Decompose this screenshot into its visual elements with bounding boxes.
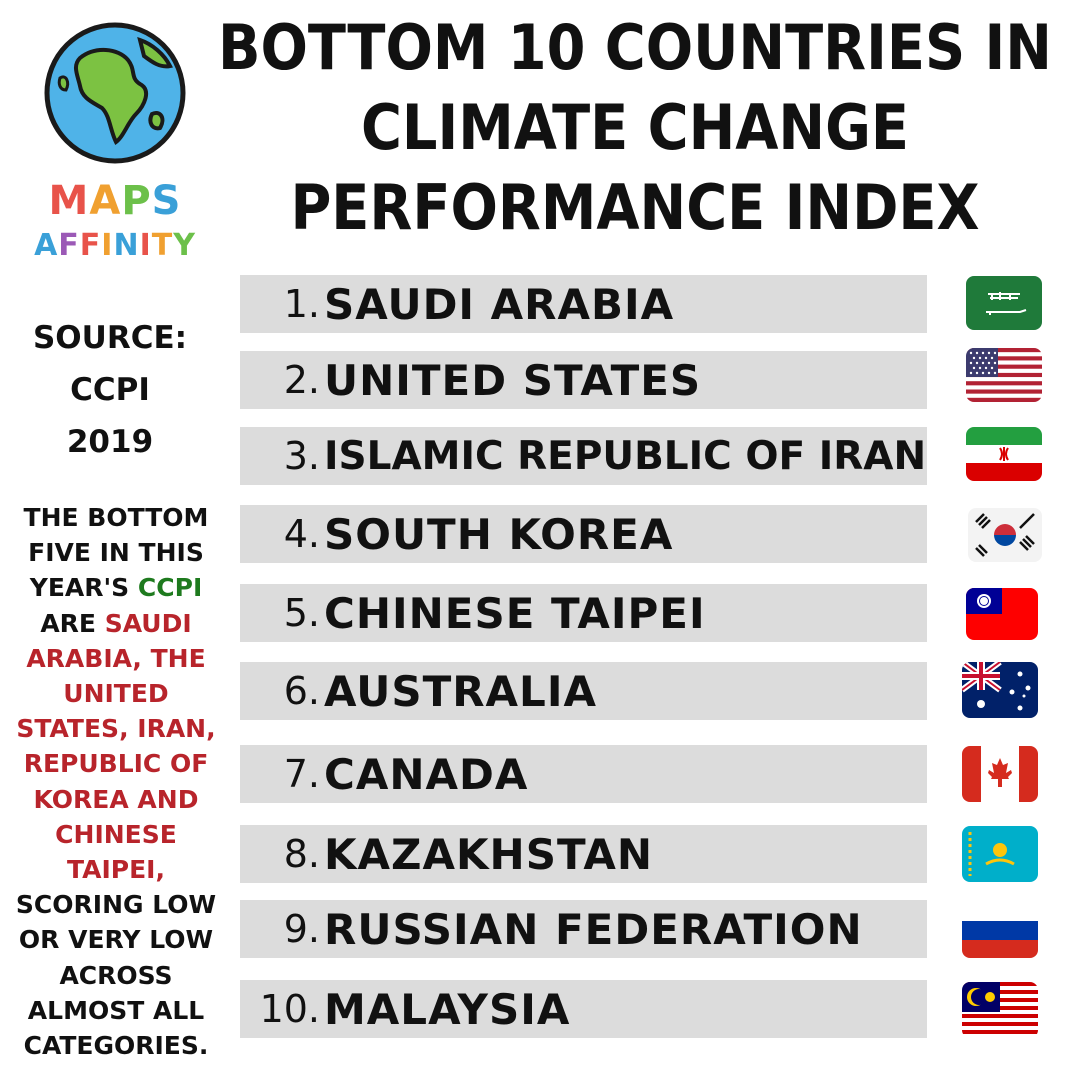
ranking-row: 1. SAUDI ARABIA: [240, 275, 927, 333]
rank-number: 2.: [283, 358, 320, 402]
ranking-row: 5. CHINESE TAIPEI: [240, 584, 927, 642]
country-name: CHINESE TAIPEI: [324, 588, 706, 638]
ranking-row: 10. MALAYSIA: [240, 980, 927, 1038]
country-name: KAZAKHSTAN: [324, 829, 653, 879]
country-name: AUSTRALIA: [324, 666, 597, 716]
globe-icon: [44, 22, 186, 164]
note-text-1: THE BOTTOM FIVE IN THIS YEAR'S: [23, 503, 209, 603]
russia-flag-icon: [962, 902, 1038, 958]
source-label: SOURCE:: [32, 320, 188, 356]
usa-flag-icon: [966, 348, 1042, 402]
rank-number: 3.: [283, 434, 320, 478]
rank-number: 1.: [283, 282, 320, 326]
ranking-row: 8. KAZAKHSTAN: [240, 825, 927, 883]
brand-logo: MAPS AFFINITY: [30, 18, 200, 263]
south-korea-flag-icon: [968, 508, 1042, 562]
title-line-3: PERFORMANCE INDEX: [290, 171, 980, 244]
country-name: SOUTH KOREA: [324, 509, 674, 559]
ranking-row: 3. ISLAMIC REPUBLIC OF IRAN: [240, 427, 927, 485]
country-name: ISLAMIC REPUBLIC OF IRAN: [324, 433, 927, 479]
source-block: SOURCE: CCPI 2019: [20, 312, 200, 468]
ranking-row: 4. SOUTH KOREA: [240, 505, 927, 563]
note-text-2: ARE: [40, 608, 96, 638]
rank-number: 8.: [283, 832, 320, 876]
page-title: BOTTOM 10 COUNTRIES IN CLIMATE CHANGE PE…: [205, 8, 1065, 248]
kazakhstan-flag-icon: [962, 826, 1038, 882]
note-text-3: SCORING LOW OR VERY LOW ACROSS ALMOST AL…: [15, 890, 217, 1061]
note-countries: SAUDI ARABIA, THE UNITED STATES, IRAN, R…: [16, 608, 216, 885]
ranking-row: 7. CANADA: [240, 745, 927, 803]
brand-name-line1: MAPS: [48, 178, 182, 224]
rank-number: 7.: [283, 752, 320, 796]
source-name: CCPI: [70, 372, 150, 408]
saudi-arabia-flag-icon: [966, 276, 1042, 330]
title-line-2: CLIMATE CHANGE: [360, 91, 909, 164]
brand-name-line2: AFFINITY: [34, 228, 196, 263]
rank-number: 6.: [283, 669, 320, 713]
canada-flag-icon: [962, 746, 1038, 802]
ranking-row: 2. UNITED STATES: [240, 351, 927, 409]
title-line-1: BOTTOM 10 COUNTRIES IN: [218, 11, 1052, 84]
ranking-row: 9. RUSSIAN FEDERATION: [240, 900, 927, 958]
malaysia-flag-icon: [962, 982, 1038, 1038]
note-ccpi: CCPI: [137, 573, 203, 603]
country-name: SAUDI ARABIA: [324, 279, 675, 329]
country-name: CANADA: [324, 749, 529, 799]
iran-flag-icon: [966, 427, 1042, 481]
rank-number: 9.: [283, 907, 320, 951]
country-name: MALAYSIA: [324, 984, 571, 1034]
ranking-row: 6. AUSTRALIA: [240, 662, 927, 720]
taiwan-flag-icon: [966, 588, 1038, 640]
australia-flag-icon: [962, 662, 1038, 718]
summary-note: THE BOTTOM FIVE IN THIS YEAR'S CCPI ARE …: [5, 500, 227, 1063]
country-name: RUSSIAN FEDERATION: [324, 904, 863, 954]
rank-number: 4.: [283, 512, 320, 556]
rank-number: 5.: [283, 591, 320, 635]
rank-number: 10.: [259, 987, 320, 1031]
country-name: UNITED STATES: [324, 355, 702, 405]
source-year: 2019: [66, 424, 154, 460]
